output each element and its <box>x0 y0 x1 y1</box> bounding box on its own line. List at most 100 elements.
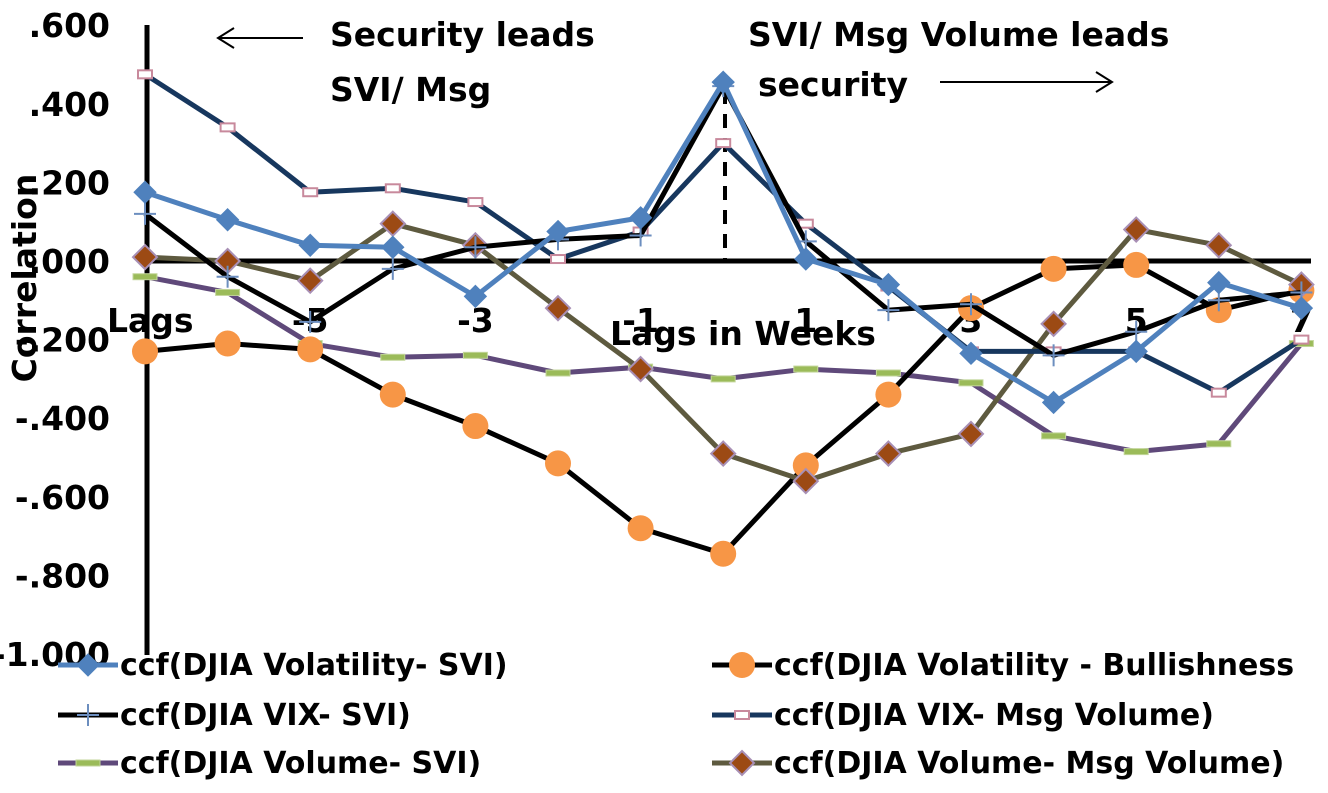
annotation-security-leads: Security leads SVI/ Msg <box>216 15 595 109</box>
legend-label: ccf(DJIA Volume- SVI) <box>120 746 481 781</box>
data-point <box>75 759 101 767</box>
data-point <box>299 310 322 333</box>
data-point <box>380 353 406 361</box>
legend-item: ccf(DJIA Volume- SVI) <box>58 746 481 781</box>
data-point <box>1210 387 1227 398</box>
data-point <box>545 369 571 377</box>
data-point <box>132 338 158 365</box>
data-point <box>1206 440 1232 448</box>
y-tick-label: .400 <box>29 85 110 124</box>
data-point <box>132 273 158 281</box>
data-point <box>874 440 902 467</box>
data-point <box>550 254 566 265</box>
data-point <box>710 540 737 567</box>
y-tick-label: -.800 <box>15 556 110 595</box>
data-point <box>1041 432 1067 440</box>
y-tick-label: .200 <box>29 163 110 202</box>
data-point <box>137 69 153 80</box>
x-tick-label: Lags <box>107 301 194 340</box>
legend-item: ccf(DJIA VIX- Msg Volume) <box>712 698 1214 733</box>
data-point <box>709 440 737 467</box>
legend-label: ccf(DJIA Volume- Msg Volume) <box>774 746 1284 781</box>
data-point <box>1124 339 1148 364</box>
legend-item: ccf(DJIA Volatility - Bullishness <box>712 648 1294 683</box>
data-point <box>77 704 99 726</box>
data-point <box>1040 255 1067 282</box>
data-point <box>794 247 818 271</box>
data-point <box>215 288 241 296</box>
x-tick-label: -1 <box>622 301 659 340</box>
data-point <box>546 219 570 244</box>
data-point <box>792 467 820 495</box>
annotation-svi-leads: SVI/ Msg Volume leads security <box>748 15 1169 104</box>
legend-item: ccf(DJIA VIX- SVI) <box>58 698 411 733</box>
legend-label: ccf(DJIA Volatility - Bullishness <box>774 648 1294 683</box>
data-point <box>792 452 819 479</box>
data-point <box>958 379 984 387</box>
data-point <box>381 235 405 259</box>
data-point <box>545 450 571 477</box>
legend-item: ccf(DJIA Volatility- SVI) <box>58 648 508 683</box>
data-point <box>215 208 240 232</box>
data-point <box>381 257 404 280</box>
arrow-left-head <box>216 27 235 49</box>
data-point <box>462 413 489 440</box>
data-point <box>131 243 159 271</box>
data-point <box>728 749 756 777</box>
data-point <box>463 284 488 309</box>
legend-label: ccf(DJIA VIX- Msg Volume) <box>774 698 1214 733</box>
data-point <box>715 138 732 149</box>
data-point <box>1205 231 1233 259</box>
series-layer <box>131 69 1315 567</box>
legend-label: ccf(DJIA VIX- SVI) <box>120 698 411 733</box>
data-point <box>544 294 572 322</box>
data-point <box>1122 216 1150 243</box>
data-point <box>214 330 241 357</box>
data-point <box>1040 310 1068 338</box>
data-point <box>296 267 324 295</box>
y-tick-label: -.600 <box>15 478 110 517</box>
series-2 <box>132 251 1315 567</box>
annotation-right-line2: security <box>758 65 908 104</box>
data-point <box>134 202 156 225</box>
data-point <box>628 206 653 230</box>
y-axis-title: Correlation <box>5 174 44 383</box>
data-point <box>711 70 735 94</box>
annotation-left-line2: SVI/ Msg <box>330 70 491 109</box>
data-point <box>302 187 319 198</box>
data-point <box>216 265 239 288</box>
data-point <box>298 233 322 257</box>
arrow-right-head <box>1095 71 1114 93</box>
data-point <box>960 293 982 316</box>
data-point <box>384 183 401 194</box>
data-point <box>627 515 654 542</box>
data-point <box>297 336 324 363</box>
x-tick-label: 1 <box>794 301 817 340</box>
data-point <box>1207 270 1231 295</box>
y-tick-label: .600 <box>29 6 110 45</box>
y-tick-label: -.200 <box>15 321 110 360</box>
data-point <box>133 180 157 204</box>
data-point <box>1123 251 1150 278</box>
data-point <box>1123 448 1149 456</box>
x-axis-title: Lags in Weeks <box>610 314 876 353</box>
data-point <box>76 653 100 677</box>
data-point <box>957 420 985 448</box>
data-point <box>1293 334 1310 345</box>
data-point <box>875 369 901 377</box>
series-6 <box>131 210 1315 495</box>
data-point <box>729 652 755 678</box>
data-point <box>462 351 488 359</box>
data-point <box>379 381 406 408</box>
y-tick-label: -.400 <box>15 399 110 438</box>
data-point <box>467 197 484 208</box>
legend-item: ccf(DJIA Volume- Msg Volume) <box>712 746 1284 781</box>
data-point <box>1041 390 1066 415</box>
data-point <box>734 710 750 720</box>
data-point <box>1125 320 1148 343</box>
y-tick-labels: .600.400.200.000-.200-.400-.600-.800-1.0… <box>0 6 110 674</box>
data-point <box>797 218 814 229</box>
series-1 <box>133 70 1314 415</box>
data-point <box>710 375 736 383</box>
